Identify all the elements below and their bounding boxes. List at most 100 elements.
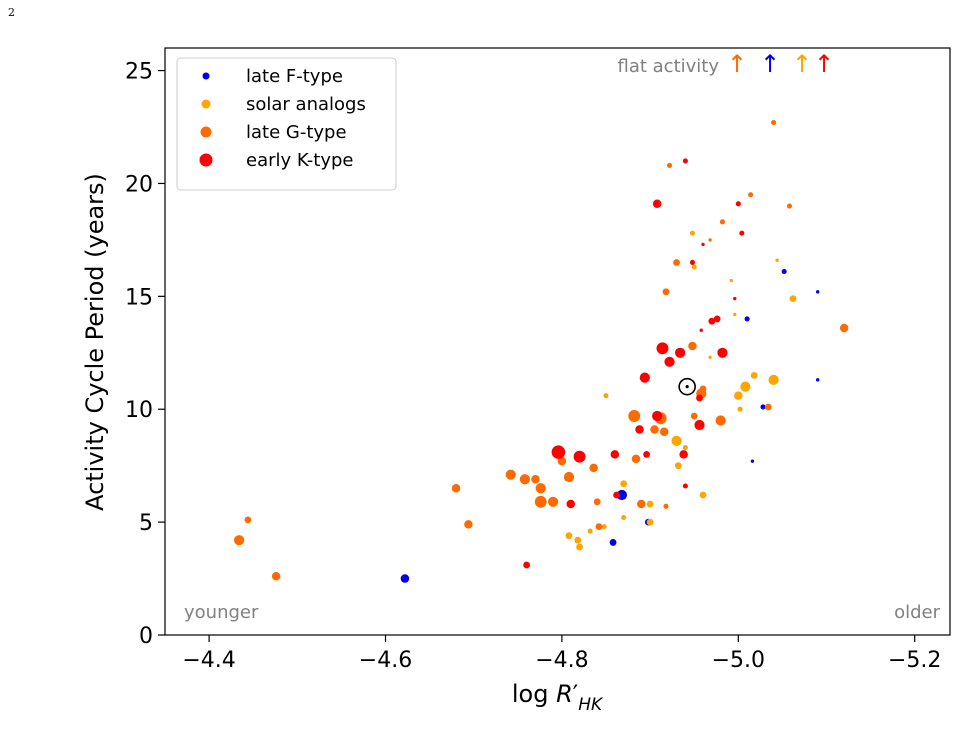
legend-label: solar analogs <box>246 94 366 115</box>
legend-items: late F-type solar analogs late G-type early… <box>199 66 366 171</box>
page-number: 2 <box>8 6 15 19</box>
data-point <box>664 356 675 367</box>
data-point <box>573 450 586 463</box>
data-point <box>750 371 758 379</box>
data-point <box>666 162 673 168</box>
data-point <box>708 238 712 242</box>
data-point <box>557 456 567 466</box>
data-point <box>689 259 695 266</box>
data-point <box>715 415 726 426</box>
data-point <box>565 532 573 540</box>
data-point <box>628 410 641 422</box>
data-point <box>646 500 654 508</box>
data-point <box>662 288 670 296</box>
data-point <box>679 450 688 459</box>
data-point <box>729 278 733 283</box>
sun-symbol-dot <box>685 385 689 389</box>
data-point <box>775 258 779 262</box>
younger-label: younger <box>184 602 259 623</box>
legend-label: late G-type <box>246 122 347 143</box>
data-point <box>635 425 644 434</box>
y-tick-label: 20 <box>125 172 153 197</box>
older-label: older <box>894 602 941 623</box>
x-tick-label: −4.4 <box>182 648 235 673</box>
data-point <box>464 520 473 529</box>
legend-marker <box>199 153 213 167</box>
data-point <box>688 341 697 351</box>
x-tick-label: −4.8 <box>535 648 588 673</box>
data-point <box>682 483 688 489</box>
data-point <box>551 445 566 459</box>
y-tick-label: 25 <box>125 60 153 85</box>
legend: late F-type solar analogs late G-type early… <box>176 57 397 191</box>
data-point <box>621 515 627 521</box>
x-axis-label: log R′HK <box>512 680 604 715</box>
axis-ticks: −4.4 −4.6 −4.8 −5.0 −5.2 0 5 10 15 20 25 <box>125 60 941 673</box>
data-point <box>650 425 659 434</box>
flat-activity-label: flat activity <box>618 56 720 77</box>
y-tick-label: 10 <box>125 398 153 423</box>
x-tick-label: −5.0 <box>712 648 765 673</box>
data-point <box>663 503 669 509</box>
y-axis-label: Activity Cycle Period (years) <box>81 173 109 511</box>
data-point <box>595 523 603 531</box>
points-layer <box>233 119 849 583</box>
data-point <box>675 347 686 358</box>
data-point <box>576 543 583 551</box>
data-point <box>734 391 743 400</box>
x-tick-label: −4.6 <box>359 648 412 673</box>
data-point <box>593 498 601 506</box>
data-point <box>646 518 654 526</box>
data-point <box>587 528 593 534</box>
flat-activity-arrow: ↑ <box>727 50 747 78</box>
data-point <box>652 199 662 209</box>
data-point <box>233 535 245 546</box>
data-point <box>505 469 516 480</box>
data-point <box>740 381 751 392</box>
y-tick-label: 15 <box>125 285 153 310</box>
data-point <box>613 491 620 499</box>
data-point <box>815 290 820 294</box>
data-point <box>523 561 531 569</box>
data-point <box>744 316 750 322</box>
data-point <box>643 450 650 458</box>
data-point <box>534 495 547 508</box>
x-tick-label: −5.2 <box>888 648 941 673</box>
sun-marker <box>678 377 696 396</box>
data-point <box>589 463 598 473</box>
data-point <box>690 412 698 420</box>
data-point <box>631 454 641 464</box>
data-point <box>733 296 737 301</box>
data-point <box>656 342 669 355</box>
flat-activity-arrows: ↑ ↑ ↑ ↑ <box>727 50 834 78</box>
data-point <box>717 347 728 358</box>
data-point <box>637 499 646 509</box>
legend-marker <box>200 126 212 138</box>
data-point <box>708 355 712 360</box>
data-point <box>701 242 705 247</box>
data-point <box>748 192 754 198</box>
legend-label: early K-type <box>246 150 354 171</box>
data-point <box>694 419 705 431</box>
plot-frame <box>164 47 951 636</box>
data-point <box>535 483 546 494</box>
data-point <box>699 491 707 499</box>
data-point <box>696 394 703 402</box>
data-point <box>781 268 787 275</box>
data-point <box>699 328 703 332</box>
data-point <box>735 201 741 207</box>
data-point <box>610 450 620 459</box>
data-point <box>673 259 680 266</box>
legend-frame <box>176 57 397 191</box>
data-point <box>639 372 650 383</box>
data-point <box>603 393 609 399</box>
data-point <box>771 119 777 126</box>
data-point <box>699 385 707 393</box>
data-point <box>400 574 410 583</box>
data-point <box>271 572 281 581</box>
data-point <box>815 378 820 382</box>
data-point <box>733 312 737 317</box>
data-point <box>737 406 743 412</box>
data-point <box>708 317 716 325</box>
